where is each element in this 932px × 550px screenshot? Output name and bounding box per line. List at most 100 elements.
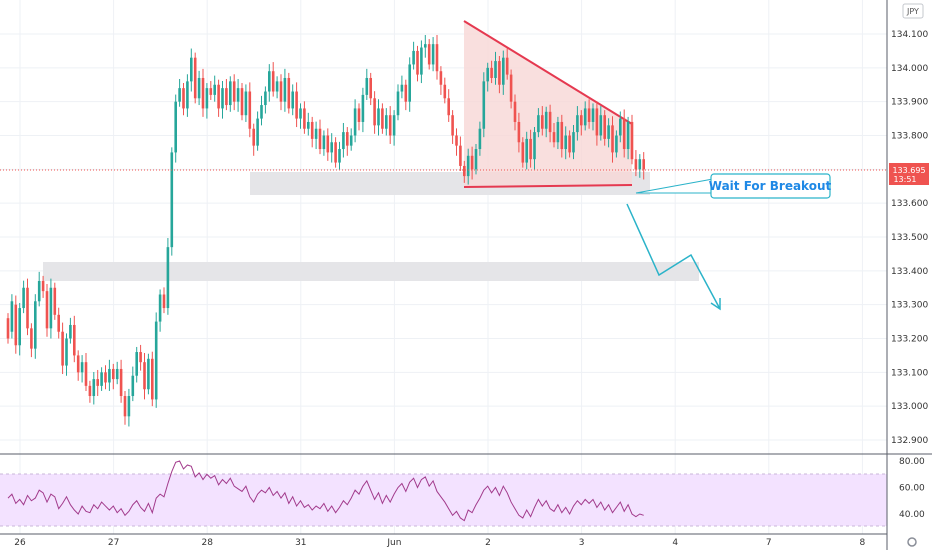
candle[interactable] bbox=[548, 104, 552, 143]
candle[interactable] bbox=[552, 122, 556, 148]
candle[interactable] bbox=[385, 108, 388, 136]
projection-arrow[interactable] bbox=[626, 203, 721, 311]
candle[interactable] bbox=[474, 143, 478, 175]
candle[interactable] bbox=[392, 110, 396, 146]
candle[interactable] bbox=[369, 72, 372, 106]
candle[interactable] bbox=[225, 78, 228, 111]
candle[interactable] bbox=[568, 130, 571, 158]
candle[interactable] bbox=[303, 101, 306, 134]
candle[interactable] bbox=[248, 82, 252, 138]
candle[interactable] bbox=[626, 116, 630, 160]
candle[interactable] bbox=[283, 68, 287, 112]
candle[interactable] bbox=[100, 367, 103, 391]
candle[interactable] bbox=[6, 313, 10, 344]
candle[interactable] bbox=[486, 62, 489, 92]
candle[interactable] bbox=[447, 89, 450, 122]
candle[interactable] bbox=[544, 106, 548, 138]
candle[interactable] bbox=[162, 287, 166, 314]
candle[interactable] bbox=[182, 83, 185, 116]
candle[interactable] bbox=[435, 35, 439, 80]
candle[interactable] bbox=[603, 110, 606, 146]
candle[interactable] bbox=[166, 238, 170, 315]
candle[interactable] bbox=[373, 91, 376, 134]
candle[interactable] bbox=[599, 106, 603, 141]
candle[interactable] bbox=[451, 110, 454, 144]
candle[interactable] bbox=[533, 127, 536, 170]
candle[interactable] bbox=[236, 78, 240, 112]
candle[interactable] bbox=[346, 127, 349, 156]
candle[interactable] bbox=[408, 57, 411, 112]
candle[interactable] bbox=[611, 116, 614, 163]
candle[interactable] bbox=[18, 302, 21, 356]
candle[interactable] bbox=[135, 346, 138, 383]
candle[interactable] bbox=[119, 359, 123, 403]
rsi-axis-ticks[interactable]: 80.00 60.00 40.00 bbox=[899, 457, 925, 520]
candle[interactable] bbox=[115, 361, 119, 385]
candle[interactable] bbox=[509, 69, 513, 109]
candle[interactable] bbox=[342, 122, 345, 158]
candle[interactable] bbox=[619, 111, 622, 143]
candle[interactable] bbox=[466, 148, 470, 185]
candle[interactable] bbox=[73, 315, 76, 363]
candle[interactable] bbox=[334, 137, 337, 168]
candle[interactable] bbox=[595, 101, 599, 146]
candle[interactable] bbox=[615, 130, 618, 158]
candle[interactable] bbox=[112, 363, 115, 390]
candle[interactable] bbox=[470, 146, 474, 180]
candle[interactable] bbox=[521, 137, 525, 168]
candle[interactable] bbox=[513, 94, 517, 131]
candle[interactable] bbox=[564, 126, 567, 160]
candle[interactable] bbox=[221, 81, 224, 119]
candle[interactable] bbox=[80, 355, 84, 383]
candle[interactable] bbox=[482, 72, 486, 138]
candle[interactable] bbox=[287, 72, 291, 114]
candle[interactable] bbox=[193, 52, 197, 104]
candle[interactable] bbox=[583, 101, 587, 131]
candle[interactable] bbox=[498, 55, 501, 94]
candle[interactable] bbox=[264, 86, 267, 114]
candle[interactable] bbox=[26, 278, 29, 336]
candle[interactable] bbox=[279, 74, 283, 111]
candle[interactable] bbox=[295, 82, 298, 128]
candle[interactable] bbox=[232, 74, 236, 111]
candle[interactable] bbox=[190, 48, 193, 92]
candle[interactable] bbox=[357, 103, 361, 131]
candle[interactable] bbox=[197, 70, 201, 106]
candle[interactable] bbox=[104, 365, 107, 390]
candle[interactable] bbox=[412, 41, 415, 70]
candle[interactable] bbox=[463, 160, 466, 183]
candle[interactable] bbox=[572, 125, 575, 160]
candle[interactable] bbox=[396, 84, 400, 121]
candle[interactable] bbox=[92, 371, 96, 405]
candle[interactable] bbox=[229, 76, 232, 112]
candle[interactable] bbox=[252, 123, 255, 156]
candle[interactable] bbox=[338, 141, 341, 170]
candle[interactable] bbox=[139, 344, 142, 371]
candle[interactable] bbox=[630, 114, 634, 165]
candle[interactable] bbox=[591, 103, 595, 131]
candle[interactable] bbox=[260, 95, 263, 126]
candle[interactable] bbox=[291, 84, 294, 116]
candle[interactable] bbox=[37, 271, 41, 307]
candle[interactable] bbox=[131, 366, 135, 402]
candle[interactable] bbox=[634, 150, 638, 177]
candle[interactable] bbox=[580, 110, 583, 136]
candle[interactable] bbox=[537, 108, 540, 138]
candle[interactable] bbox=[271, 62, 275, 97]
candle[interactable] bbox=[45, 284, 49, 337]
candle[interactable] bbox=[587, 99, 591, 129]
candle[interactable] bbox=[34, 294, 37, 359]
candle[interactable] bbox=[240, 83, 244, 121]
candle[interactable] bbox=[201, 68, 205, 117]
candle[interactable] bbox=[57, 307, 60, 339]
candle[interactable] bbox=[388, 106, 392, 144]
candle[interactable] bbox=[22, 280, 25, 314]
candle[interactable] bbox=[494, 51, 497, 85]
candle[interactable] bbox=[541, 106, 544, 136]
candle[interactable] bbox=[84, 353, 88, 391]
candle[interactable] bbox=[622, 109, 626, 158]
candle[interactable] bbox=[158, 289, 162, 332]
candle[interactable] bbox=[459, 136, 462, 172]
candle[interactable] bbox=[455, 128, 458, 156]
candle[interactable] bbox=[349, 128, 353, 151]
